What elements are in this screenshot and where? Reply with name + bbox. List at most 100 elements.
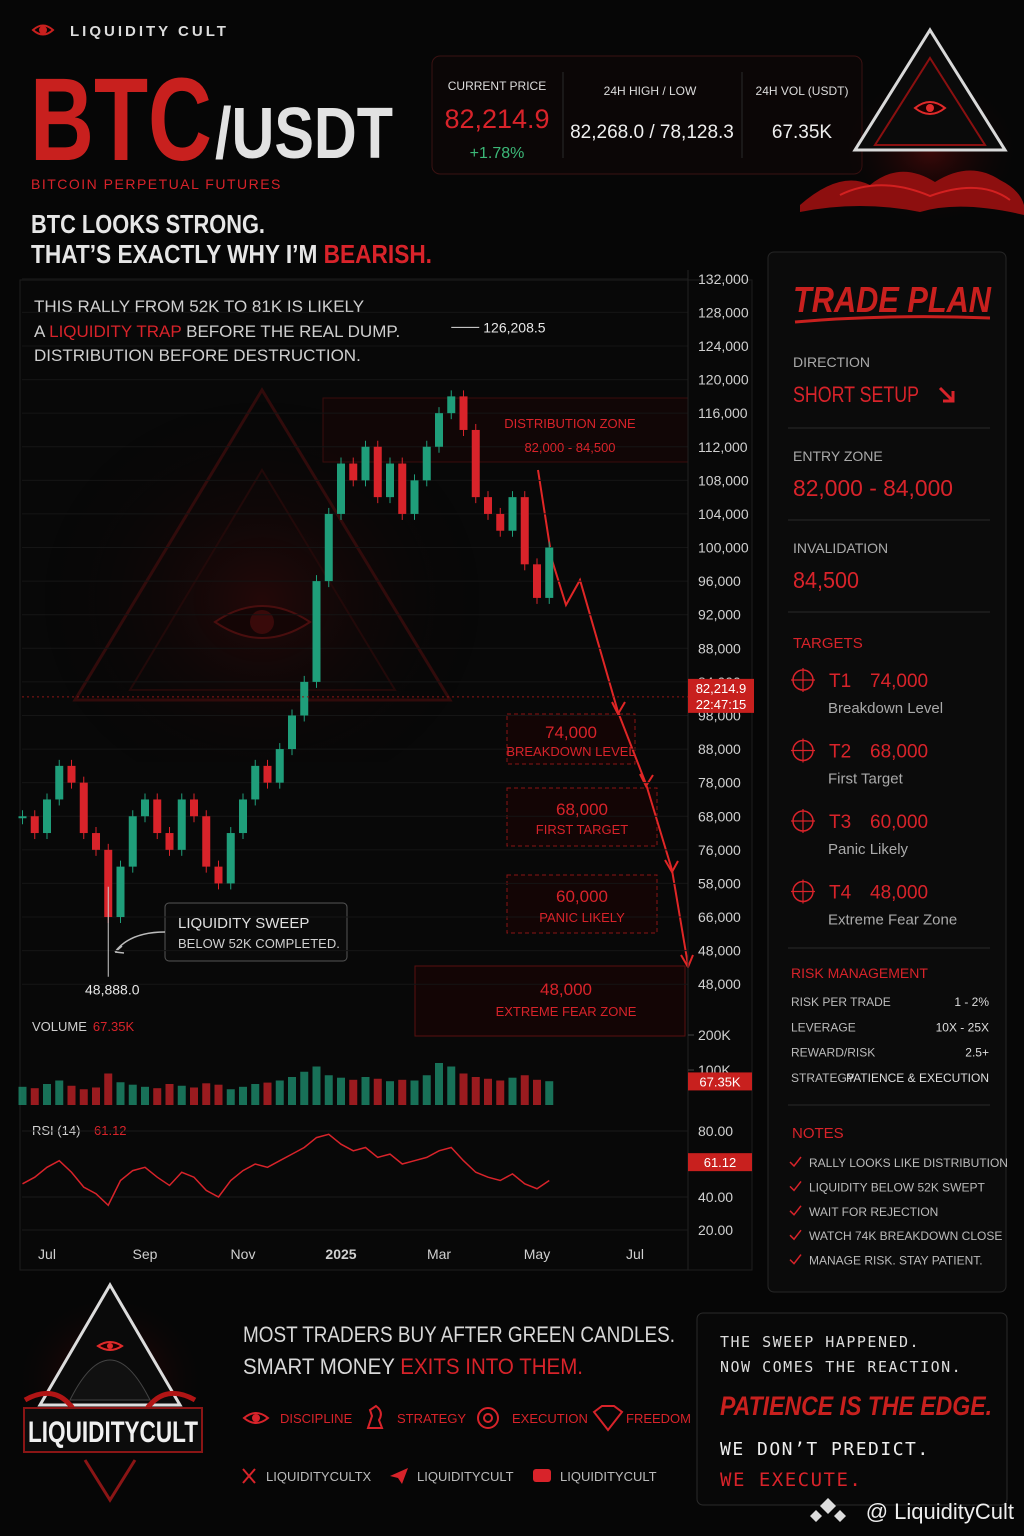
candle (30, 816, 39, 834)
pillar: EXECUTION (512, 1411, 588, 1426)
target-id: T3 (829, 812, 851, 833)
field-value: 82,000 - 84,000 (793, 475, 953, 501)
volume-bar (545, 1081, 554, 1105)
candle (226, 833, 235, 884)
quote-line: NOW COMES THE REACTION. (720, 1358, 962, 1376)
x-tick-label: Jul (38, 1246, 56, 1262)
chart-note: A LIQUIDITY TRAP BEFORE THE REAL DUMP. (34, 322, 400, 341)
zone-range: 82,000 - 84,500 (524, 440, 615, 455)
illustration-top (800, 27, 1024, 230)
social-icons (242, 1468, 551, 1484)
text-span: LIQUIDITY TRAP (49, 322, 181, 341)
trade-plan-panel (767, 251, 1007, 1293)
closing-line: WE DON’T PREDICT. (720, 1439, 930, 1460)
y-tick-label: 120,000 (698, 372, 749, 388)
pair-quote: /USDT (215, 94, 393, 174)
candle (263, 765, 272, 783)
check-icon (789, 1180, 802, 1192)
candle (459, 396, 468, 430)
volume-bar (386, 1081, 394, 1105)
volume-title: VOLUME 67.35K (32, 1019, 134, 1034)
target-icon (791, 809, 815, 833)
target-box-label: FIRST TARGET (536, 822, 629, 837)
candle (300, 681, 309, 716)
risk-value: 2.5+ (965, 1046, 989, 1060)
y-tick-label: 96,000 (698, 573, 741, 589)
y-tick-label: 48,000 (698, 976, 741, 992)
volume-bar (141, 1086, 149, 1105)
volume-bar (484, 1078, 492, 1105)
target-box-label: EXTREME FEAR ZONE (496, 1004, 637, 1019)
target-box-price: 48,000 (540, 980, 592, 999)
candle (104, 849, 113, 918)
y-tick-label: 92,000 (698, 607, 741, 623)
rsi-tag (688, 1153, 752, 1172)
stat-label: CURRENT PRICE (448, 79, 546, 93)
candle (520, 497, 529, 565)
rsi-tag-label: 61.12 (704, 1155, 737, 1170)
candle (349, 463, 358, 481)
candle (251, 765, 260, 800)
target-id: T1 (829, 671, 851, 692)
volume-bar (165, 1084, 174, 1105)
volume-bar (447, 1066, 456, 1105)
check-icon (789, 1229, 802, 1241)
note-item: WAIT FOR REJECTION (809, 1205, 938, 1219)
social-handle: LIQUIDITYCULTX (266, 1469, 372, 1484)
price-tag-label: 82,214.9 (696, 681, 747, 696)
candle (239, 799, 247, 834)
target-box-price: 60,000 (556, 887, 608, 906)
note-item: MANAGE RISK. STAY PATIENT. (809, 1254, 983, 1268)
target-box-price: 68,000 (556, 800, 608, 819)
volume-bar (312, 1066, 321, 1105)
y-tick-label: 124,000 (698, 338, 749, 354)
check-icon (789, 1254, 802, 1265)
volume-bar (239, 1086, 247, 1105)
y-tick-label: 104,000 (698, 506, 749, 522)
y-tick-label: 128,000 (698, 304, 749, 320)
risk-value: 10X - 25X (936, 1020, 989, 1034)
text-span: BEFORE THE REAL DUMP. (181, 322, 400, 341)
text-span: EXITS INTO THEM. (400, 1354, 583, 1379)
tagline: SMART MONEY EXITS INTO THEM. (243, 1354, 583, 1379)
callout-text: LIQUIDITY SWEEP (178, 915, 309, 932)
target-price: 48,000 (870, 883, 928, 904)
target-note: Breakdown Level (828, 700, 943, 717)
headline: THAT’S EXACTLY WHY I’M BEARISH. (31, 239, 432, 269)
candle (373, 446, 382, 498)
x-tick-label: Jul (626, 1246, 644, 1262)
social-handle: LIQUIDITYCULT (560, 1469, 657, 1484)
candle (116, 866, 125, 918)
candle (214, 866, 223, 884)
volume-bar (190, 1087, 198, 1105)
distribution-zone (322, 397, 689, 463)
candle (398, 463, 407, 514)
volume-bar (202, 1083, 211, 1105)
price-tag (688, 678, 754, 713)
volume-tag (688, 1072, 752, 1091)
target-price: 68,000 (870, 742, 928, 763)
volume-bar (92, 1087, 100, 1105)
target-note: First Target (828, 771, 904, 788)
candle (545, 547, 554, 598)
y-tick-label: 76,000 (698, 842, 741, 858)
risk-value: 1 - 2% (954, 995, 989, 1009)
candle (361, 446, 370, 481)
volume-bar (422, 1075, 431, 1105)
annotation-label: 126,208.5 (483, 319, 545, 335)
volume-bar (18, 1086, 27, 1105)
section-label: NOTES (792, 1125, 844, 1142)
pillar: STRATEGY (397, 1411, 466, 1426)
pillar-icons (242, 1404, 624, 1432)
x-tick-label: May (524, 1246, 550, 1262)
risk-label: LEVERAGE (791, 1020, 856, 1034)
candle (337, 463, 345, 514)
x-tick-label: Sep (133, 1246, 158, 1262)
field-value: SHORT SETUP (793, 382, 919, 407)
motto: PATIENCE IS THE EDGE. (720, 1391, 992, 1421)
candle (79, 782, 88, 834)
volume-bar (288, 1077, 296, 1105)
volume-bar (496, 1080, 505, 1105)
